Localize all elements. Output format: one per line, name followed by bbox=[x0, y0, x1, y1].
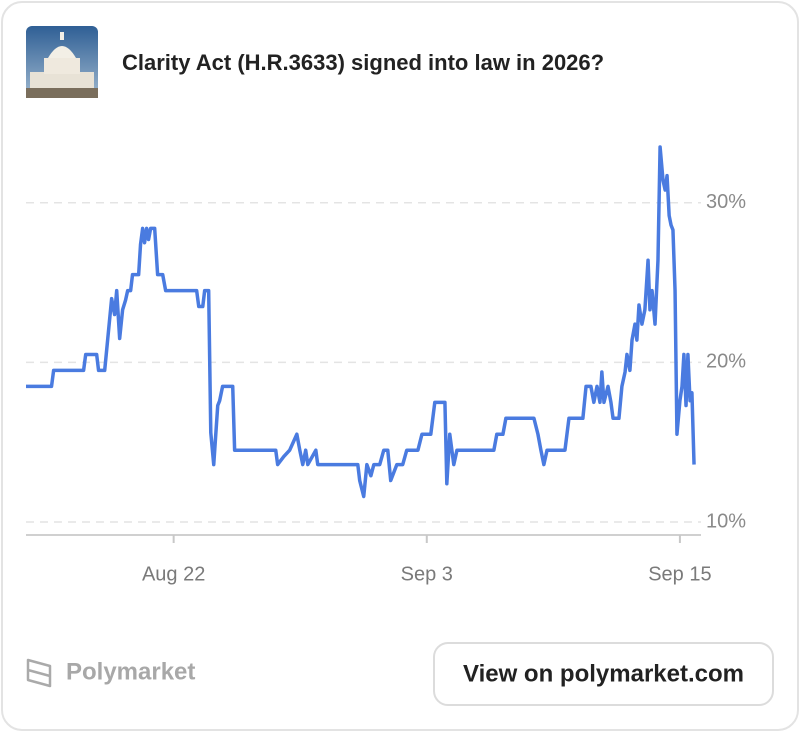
y-tick-label: 20% bbox=[706, 351, 746, 373]
x-tick-label: Sep 3 bbox=[401, 563, 453, 585]
y-tick-label: 10% bbox=[706, 510, 746, 532]
brand: Polymarket bbox=[26, 658, 195, 688]
y-tick-label: 30% bbox=[706, 191, 746, 213]
view-button[interactable]: View on polymarket.com bbox=[433, 642, 774, 706]
x-tick-label: Aug 22 bbox=[142, 563, 205, 585]
card-border bbox=[1, 1, 799, 731]
market-title: Clarity Act (H.R.3633) signed into law i… bbox=[122, 50, 604, 75]
brand-name: Polymarket bbox=[66, 658, 195, 685]
series-line bbox=[26, 145, 696, 499]
market-icon bbox=[26, 26, 98, 98]
x-tick-label: Sep 15 bbox=[648, 563, 711, 585]
button-label[interactable]: View on polymarket.com bbox=[463, 660, 744, 687]
plot: 10% 20% 30% Aug 22 Sep 3 Sep 15 bbox=[26, 145, 746, 585]
